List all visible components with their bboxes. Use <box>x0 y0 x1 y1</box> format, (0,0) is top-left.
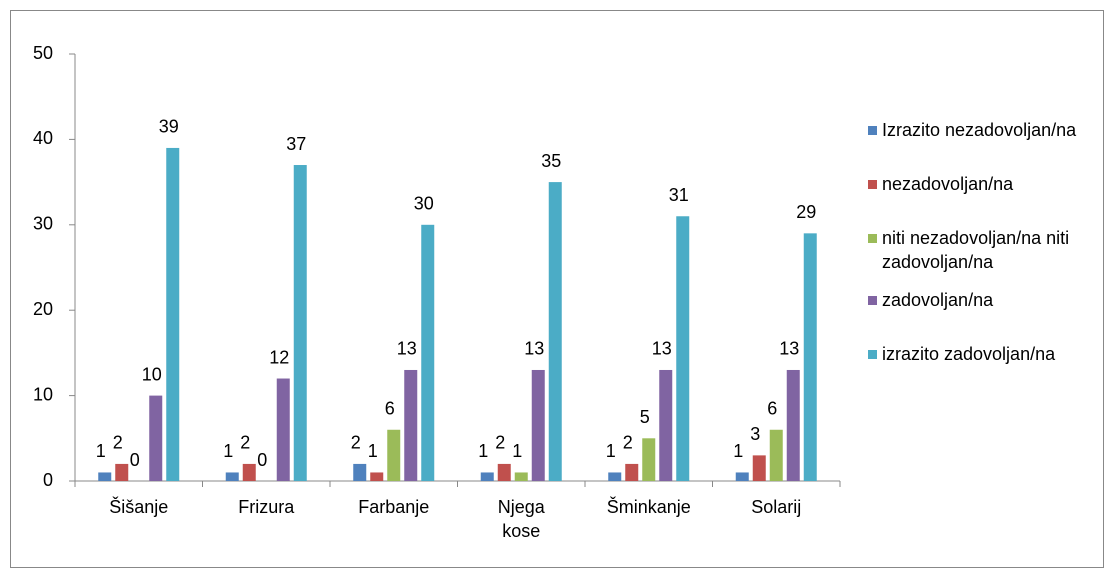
data-label: 13 <box>652 339 672 359</box>
data-label: 6 <box>767 399 777 419</box>
bar <box>659 369 673 481</box>
bar <box>225 472 239 481</box>
data-label: 6 <box>385 399 395 419</box>
bar <box>769 429 783 481</box>
data-label: 12 <box>269 347 289 367</box>
data-label: 2 <box>623 433 633 453</box>
y-tick-label: 20 <box>33 299 53 319</box>
legend-item: izrazito zadovoljan/na <box>862 342 1102 366</box>
x-tick-label: Njega kose <box>497 497 545 541</box>
legend-swatch <box>868 350 877 359</box>
x-tick-label: Farbanje <box>358 497 430 517</box>
data-label: 1 <box>606 441 616 461</box>
legend-swatch <box>868 296 877 305</box>
y-tick-label: 50 <box>33 43 53 63</box>
data-label: 1 <box>368 441 378 461</box>
bar <box>149 395 163 481</box>
data-label: 1 <box>96 441 106 461</box>
x-tick-label: Frizura <box>238 497 295 517</box>
legend-item: Izrazito nezadovoljan/na <box>862 118 1102 142</box>
legend-item: nezadovoljan/na <box>862 172 1102 196</box>
data-label: 1 <box>478 441 488 461</box>
data-label: 13 <box>779 339 799 359</box>
data-label: 0 <box>130 450 140 470</box>
data-label: 1 <box>733 441 743 461</box>
y-tick-label: 10 <box>33 384 53 404</box>
bar <box>387 429 401 481</box>
x-tick-label: Solarij <box>751 497 802 517</box>
bar <box>98 472 112 481</box>
legend-item: niti nezadovoljan/na niti zadovoljan/na <box>862 226 1102 274</box>
data-label: 3 <box>750 424 760 444</box>
bar <box>803 233 817 481</box>
bar <box>421 224 435 482</box>
legend-label: Izrazito nezadovoljan/na <box>882 120 1077 140</box>
data-label: 2 <box>351 433 361 453</box>
bar <box>370 472 384 481</box>
data-label: 13 <box>524 339 544 359</box>
bar <box>548 182 562 481</box>
data-label: 13 <box>397 339 417 359</box>
data-label: 10 <box>142 364 162 384</box>
data-label: 37 <box>286 134 306 154</box>
bar <box>514 472 528 481</box>
legend-item: zadovoljan/na <box>862 288 1102 312</box>
data-label: 31 <box>669 185 689 205</box>
legend: Izrazito nezadovoljan/na nezadovoljan/na n… <box>862 118 1102 366</box>
y-tick-label: 0 <box>43 470 53 490</box>
bar <box>166 147 180 481</box>
bar <box>676 216 690 481</box>
bar <box>353 463 367 481</box>
data-label: 29 <box>796 202 816 222</box>
legend-label: nezadovoljan/na <box>882 174 1014 194</box>
x-tick-label: Šminkanje <box>606 497 691 517</box>
data-label: 30 <box>414 194 434 214</box>
legend-swatch <box>868 180 877 189</box>
data-label: 0 <box>257 450 267 470</box>
data-label: 35 <box>541 151 561 171</box>
bar <box>480 472 494 481</box>
chart-border <box>10 10 1104 568</box>
data-label: 2 <box>240 433 250 453</box>
bar <box>735 472 749 481</box>
y-tick-label: 30 <box>33 214 53 234</box>
data-label: 1 <box>512 441 522 461</box>
bar <box>293 165 307 481</box>
bar <box>625 463 639 481</box>
y-tick-label: 40 <box>33 128 53 148</box>
x-tick-label: Šišanje <box>109 497 169 517</box>
legend-label: izrazito zadovoljan/na <box>882 344 1056 364</box>
bar <box>276 378 290 481</box>
bar <box>242 463 256 481</box>
data-label: 2 <box>113 433 123 453</box>
bar <box>115 463 129 481</box>
legend-label: niti nezadovoljan/na niti zadovoljan/na <box>882 228 1070 272</box>
legend-swatch <box>868 234 877 243</box>
bar <box>752 455 766 481</box>
data-label: 5 <box>640 407 650 427</box>
legend-label: zadovoljan/na <box>882 290 994 310</box>
legend-swatch <box>868 126 877 135</box>
data-label: 39 <box>159 117 179 137</box>
data-label: 2 <box>495 433 505 453</box>
bar <box>531 369 545 481</box>
bar <box>497 463 511 481</box>
bar <box>404 369 418 481</box>
bar <box>642 438 656 481</box>
data-label: 1 <box>223 441 233 461</box>
bar <box>608 472 622 481</box>
bar <box>786 369 800 481</box>
